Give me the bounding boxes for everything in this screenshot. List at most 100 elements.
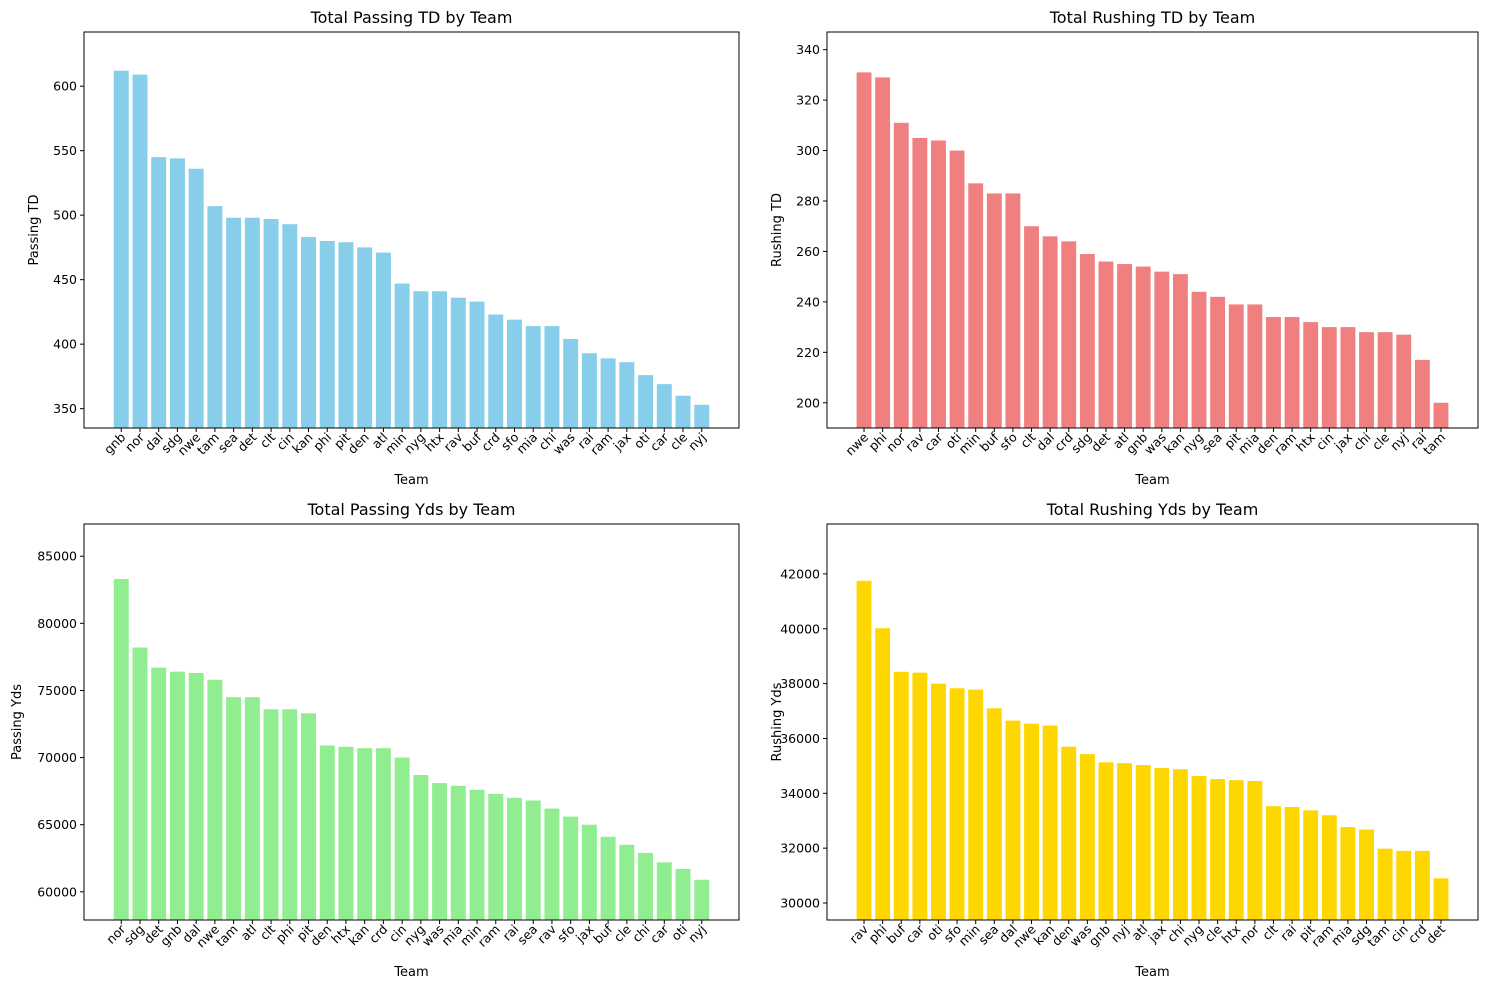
bar-nwe	[188, 168, 204, 429]
x-tick-label-ram: ram	[475, 922, 503, 950]
bar-htx	[1228, 780, 1244, 920]
bar-det	[151, 667, 167, 920]
bar-dal	[1005, 720, 1021, 920]
x-tick-label-nyj: nyj	[685, 430, 709, 454]
bar-cle	[619, 844, 635, 920]
bar-rav	[544, 808, 560, 920]
bar-nyj	[1117, 763, 1133, 920]
bar-sea	[986, 708, 1002, 920]
bar-car	[931, 140, 946, 428]
bar-nyj	[694, 879, 710, 920]
bar-phi	[282, 709, 298, 920]
bar-tam	[207, 206, 223, 428]
bar-clt	[263, 709, 279, 920]
bar-tam	[226, 697, 242, 920]
bar-phi	[319, 240, 335, 428]
bar-car	[656, 862, 672, 920]
bar-cle	[1377, 332, 1393, 428]
bar-sfo	[563, 816, 579, 920]
bar-sdg	[1079, 253, 1095, 428]
y-tick-label: 65000	[37, 817, 77, 832]
bar-rav	[912, 137, 928, 428]
y-axis-label: Passing Yds	[10, 684, 25, 760]
bar-crd	[1061, 241, 1077, 428]
bar-sfo	[1005, 193, 1021, 428]
y-axis-label: Rushing TD	[770, 193, 785, 267]
bar-chi	[1172, 769, 1188, 920]
bar-oti	[675, 868, 691, 920]
bar-min	[968, 689, 984, 920]
bar-clt	[1024, 226, 1039, 428]
bar-mia	[525, 326, 541, 428]
bar-nor	[113, 579, 129, 920]
bar-oti	[931, 683, 946, 920]
bar-rai	[1414, 359, 1430, 428]
bar-sfo	[949, 688, 965, 920]
bar-sea	[525, 800, 541, 920]
bar-sdg	[1359, 829, 1374, 920]
y-tick-label: 36000	[780, 731, 820, 746]
y-tick-label: 400	[53, 337, 77, 352]
bar-nyg	[1191, 776, 1207, 920]
chart-2: 200220240260280300320340nwephinorravcaro…	[770, 8, 1479, 488]
y-axis-label: Passing TD	[27, 195, 42, 266]
y-axis-label: Rushing Yds	[770, 682, 785, 761]
bar-rav	[450, 297, 466, 428]
y-tick-label: 200	[796, 395, 820, 410]
bar-crd	[375, 748, 391, 920]
bar-clt	[1266, 806, 1281, 920]
bar-kan	[1172, 274, 1188, 428]
bar-min	[394, 283, 410, 428]
x-tick-label-nor: nor	[1237, 921, 1263, 947]
bar-atl	[375, 252, 391, 428]
bar-nor	[893, 122, 909, 429]
bar-mia	[1247, 304, 1263, 428]
bar-jax	[1340, 327, 1356, 428]
x-tick-label-tam: tam	[1420, 430, 1448, 458]
bar-nyj	[1396, 334, 1412, 428]
bar-gnb	[1135, 266, 1151, 428]
y-tick-label: 70000	[37, 750, 77, 765]
y-tick-label: 340	[796, 42, 820, 57]
bar-nwe	[856, 72, 872, 429]
bar-det	[1098, 261, 1114, 428]
bar-htx	[1303, 322, 1319, 428]
bar-rav	[856, 580, 872, 920]
y-tick-label: 320	[796, 93, 820, 108]
bar-den	[357, 247, 373, 428]
bar-dal	[1042, 236, 1058, 428]
bar-nwe	[207, 679, 223, 920]
bar-gnb	[1098, 762, 1114, 920]
bar-was	[563, 339, 579, 428]
bar-nor	[132, 74, 148, 428]
chart-3: 600006500070000750008000085000norsdgdetg…	[10, 500, 740, 980]
y-tick-label: 220	[796, 345, 820, 360]
bar-min	[469, 789, 485, 920]
bar-jax	[581, 824, 597, 920]
x-tick-label-sfo: sfo	[996, 430, 1020, 454]
chart-title: Total Rushing Yds by Team	[1046, 500, 1259, 519]
bar-buf	[600, 836, 616, 920]
bar-det	[1433, 878, 1449, 920]
bar-rai	[1284, 807, 1300, 920]
bar-nyj	[694, 404, 710, 428]
y-tick-label: 450	[53, 272, 77, 287]
bar-sfo	[507, 319, 522, 428]
y-tick-label: 260	[796, 244, 820, 259]
bar-atl	[1135, 765, 1151, 920]
bar-nor	[1247, 780, 1263, 920]
bar-ram	[600, 358, 616, 428]
bar-rai	[507, 797, 522, 920]
x-tick-label-sea: sea	[1199, 430, 1225, 456]
y-tick-label: 60000	[37, 884, 77, 899]
x-axis-label: Team	[1134, 473, 1169, 488]
bar-oti	[949, 150, 965, 429]
y-tick-label: 600	[53, 79, 77, 94]
x-tick-label-was: was	[550, 430, 578, 458]
bar-dal	[188, 673, 204, 920]
bar-gnb	[169, 671, 185, 920]
bar-clt	[263, 219, 279, 428]
axes-frame	[826, 31, 1479, 429]
x-tick-label-tam: tam	[213, 922, 241, 950]
bar-pit	[301, 713, 316, 920]
